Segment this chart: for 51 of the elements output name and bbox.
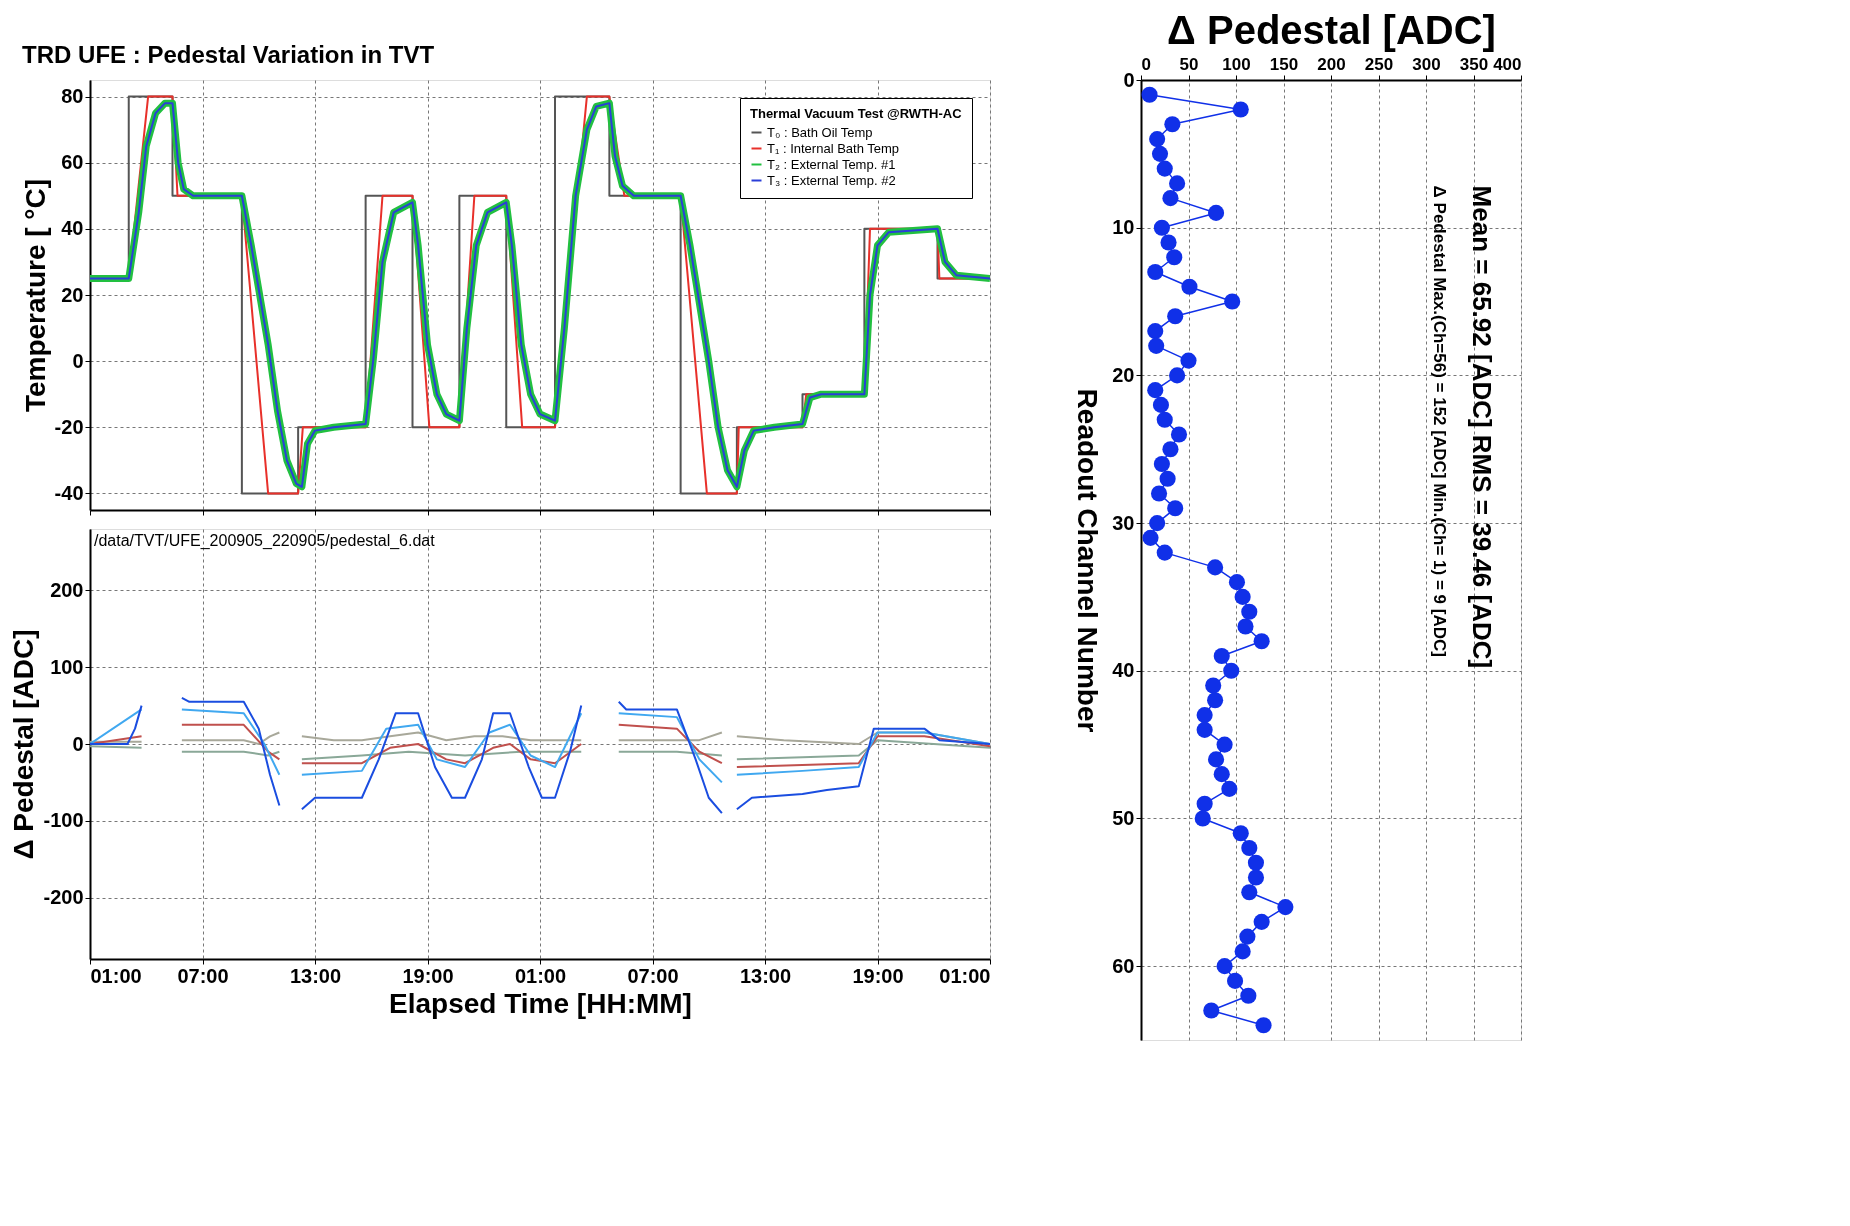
x-tick-label: 07:00 — [627, 964, 679, 987]
x-tick-label: 300 — [1412, 54, 1441, 74]
y-axis-title: Δ Pedestal [ADC] — [8, 629, 40, 860]
x-tick-label: 50 — [1179, 54, 1199, 74]
y-tick-label: -40 — [54, 481, 84, 504]
y-tick-label: 50 — [1112, 806, 1135, 829]
y-tick-label: -100 — [43, 809, 84, 832]
y-tick-label: 40 — [1112, 659, 1135, 682]
x-tick-label: 13:00 — [739, 964, 792, 987]
x-axis-title: Δ Pedestal [ADC] — [1167, 7, 1496, 52]
x-tick-label: 01:00 — [939, 964, 991, 987]
legend-label: T₁ : Internal Bath Temp — [767, 140, 900, 156]
annotation: Δ Pedestal Max.(Ch=56) = 152 [ADC] Min.(Ch= 1) = 9 [ADC] — [1430, 185, 1449, 657]
y-tick-label: 30 — [1112, 511, 1135, 534]
y-tick-label: 0 — [72, 732, 84, 755]
legend-label: T₂ : External Temp. #1 — [767, 156, 896, 172]
annotation: /data/TVT/UFE_200905_220905/pedestal_6.dat — [94, 532, 436, 550]
y-tick-label: 0 — [1123, 68, 1135, 91]
y-tick-label: 80 — [61, 85, 84, 108]
legend-label: T₃ : External Temp. #2 — [767, 172, 896, 188]
x-tick-label: 150 — [1269, 54, 1299, 74]
x-tick-label: 100 — [1222, 54, 1251, 74]
y-tick-label: -200 — [43, 886, 84, 909]
y-tick-label: 60 — [1112, 954, 1135, 977]
y-tick-label: 20 — [1112, 363, 1135, 386]
x-tick-label: 19:00 — [852, 964, 904, 987]
x-tick-label: 07:00 — [177, 964, 229, 987]
x-tick-label: 400 — [1493, 54, 1522, 74]
y-tick-label: 20 — [61, 283, 84, 306]
y-tick-label: 200 — [50, 578, 84, 601]
x-axis-title: Elapsed Time [HH:MM] — [389, 987, 692, 1019]
y-axis-title: Temperature [ °C] — [19, 178, 51, 413]
legend-label: T₀ : Bath Oil Temp — [767, 124, 873, 140]
y-tick-label: 0 — [72, 349, 84, 372]
y-axis-title: Readout Channel Number — [1072, 388, 1104, 733]
x-tick-label: 0 — [1141, 54, 1151, 74]
annotation: Mean = 65.92 [ADC] RMS = 39.46 [ADC] — [1467, 185, 1497, 669]
x-tick-label: 13:00 — [289, 964, 342, 987]
x-tick-label: 200 — [1317, 54, 1346, 74]
x-tick-label: 19:00 — [402, 964, 454, 987]
y-tick-label: 40 — [61, 217, 84, 240]
y-tick-label: 100 — [50, 655, 84, 678]
y-tick-label: 10 — [1112, 216, 1135, 239]
chart-title: TRD UFE : Pedestal Variation in TVT — [22, 41, 435, 68]
x-tick-label: 01:00 — [514, 964, 567, 987]
legend-title: Thermal Vacuum Test @RWTH-AC — [750, 106, 963, 121]
x-tick-label: 350 — [1459, 54, 1489, 74]
y-tick-label: 60 — [61, 151, 84, 174]
y-tick-label: -20 — [54, 415, 84, 438]
x-tick-label: 01:00 — [90, 964, 142, 987]
x-tick-label: 250 — [1364, 54, 1394, 74]
